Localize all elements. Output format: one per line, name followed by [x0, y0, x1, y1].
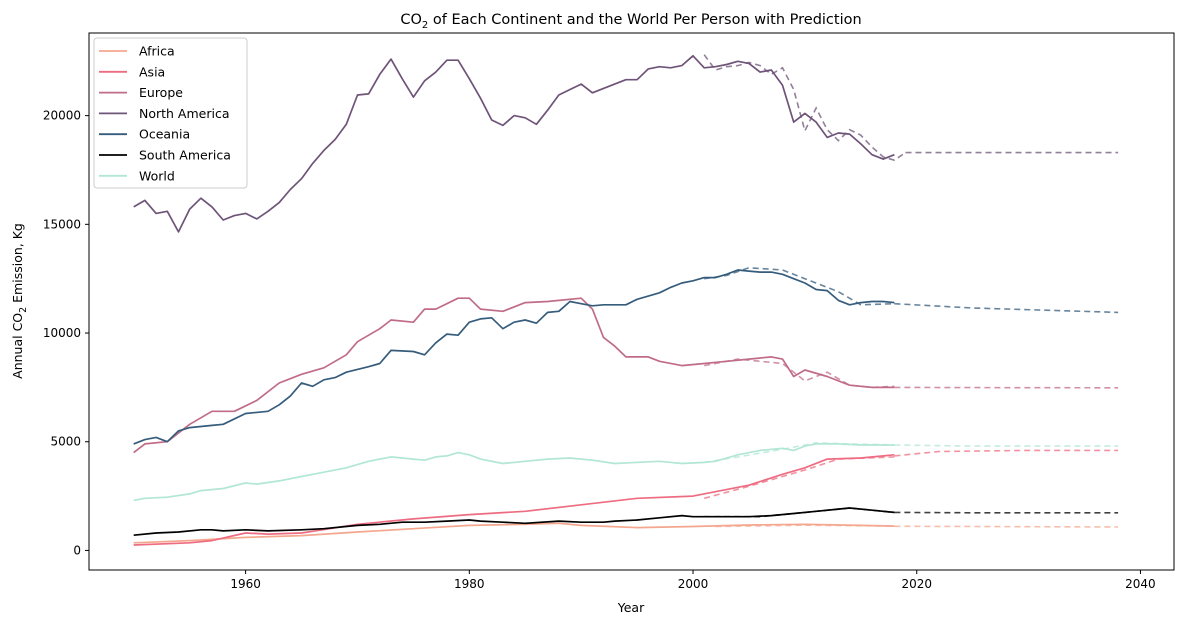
series-line-oceania	[133, 269, 895, 445]
legend-label-world: World	[139, 168, 175, 183]
fit-line-oceania	[704, 266, 895, 306]
x-axis: 1960 1980 2000 2020 2040	[230, 570, 1156, 591]
chart-title: CO2 of Each Continent and the World Per …	[400, 12, 861, 31]
prediction-line-africa	[894, 525, 1119, 528]
x-axis-label: Year	[617, 600, 645, 615]
series-line-asia	[133, 453, 895, 546]
x-tick-label: 1960	[230, 577, 261, 591]
x-tick-label: 2020	[901, 577, 932, 591]
legend: Africa Asia Europe North America Oceania Sout…	[93, 37, 248, 189]
y-tick-label: 5000	[50, 435, 81, 449]
fit-line-europe	[704, 358, 895, 389]
legend-box	[93, 37, 248, 189]
fit-line-north-america	[703, 54, 906, 162]
y-axis: 0 5000 10000 15000 20000	[43, 109, 89, 557]
y-tick-label: 20000	[43, 109, 81, 123]
x-tick-label: 1980	[454, 577, 485, 591]
prediction-line-world	[894, 444, 1119, 447]
y-tick-label: 10000	[43, 326, 81, 340]
series-lines	[133, 54, 1119, 546]
prediction-line-asia	[894, 449, 1119, 457]
y-axis-label: Annual CO2 Emission, Kg	[10, 223, 29, 379]
legend-label-asia: Asia	[139, 64, 165, 79]
fit-line-asia	[703, 456, 895, 500]
fit-line-world	[704, 441, 895, 464]
legend-label-south-america: South America	[139, 148, 231, 163]
series-line-world	[133, 443, 895, 502]
x-tick-label: 2040	[1125, 577, 1156, 591]
legend-label-oceania: Oceania	[139, 127, 190, 142]
plot-area	[88, 32, 1175, 571]
x-tick-label: 2000	[678, 577, 709, 591]
series-line-north-america	[133, 54, 895, 233]
fit-line-south-america	[704, 507, 895, 518]
plot-frame	[88, 32, 1175, 571]
legend-label-europe: Europe	[139, 85, 183, 100]
legend-label-africa: Africa	[139, 44, 175, 59]
y-tick-label: 15000	[43, 217, 81, 231]
prediction-line-oceania	[894, 302, 1119, 314]
series-line-africa	[133, 522, 895, 544]
y-tick-label: 0	[73, 543, 81, 557]
series-line-europe	[133, 297, 895, 454]
legend-label-north-america: North America	[139, 106, 230, 121]
